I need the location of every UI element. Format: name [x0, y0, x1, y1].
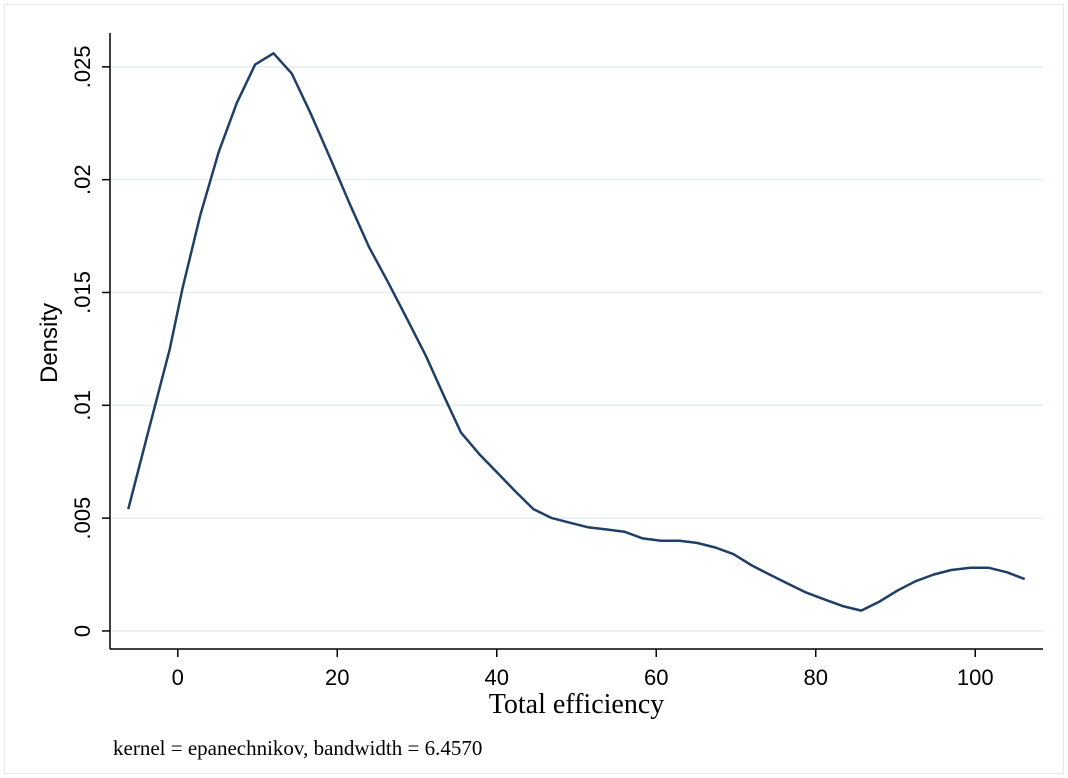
x-tick-label: 60 [644, 665, 668, 690]
kernel-note: kernel = epanechnikov, bandwidth = 6.457… [113, 736, 482, 760]
x-axis-ticks: 0 20 40 60 80 100 [172, 649, 994, 690]
x-axis-title: Total efficiency [489, 689, 665, 720]
axes [109, 33, 1043, 650]
chart-frame: 0 20 40 60 80 100 0 .005 .01 .015 .02 .025 Total e… [4, 4, 1064, 774]
y-tick-label: .015 [70, 271, 95, 314]
density-line [127, 52, 1026, 612]
x-tick-label: 80 [803, 665, 827, 690]
y-tick-label: 0 [70, 625, 95, 637]
y-tick-label: .02 [70, 164, 95, 195]
x-tick-label: 0 [172, 665, 184, 690]
kernel-density-chart: 0 20 40 60 80 100 0 .005 .01 .015 .02 .025 Total e… [36, 33, 1043, 760]
y-axis-ticks: 0 .005 .01 .015 .02 .025 [70, 45, 110, 637]
x-tick-label: 20 [325, 665, 349, 690]
y-tick-label: .01 [70, 390, 95, 421]
y-axis-title: Density [36, 303, 63, 383]
y-tick-label: .025 [70, 45, 95, 88]
y-tick-label: .005 [70, 497, 95, 540]
x-tick-label: 40 [485, 665, 509, 690]
x-tick-label: 100 [957, 665, 994, 690]
grid-lines [110, 66, 1043, 632]
